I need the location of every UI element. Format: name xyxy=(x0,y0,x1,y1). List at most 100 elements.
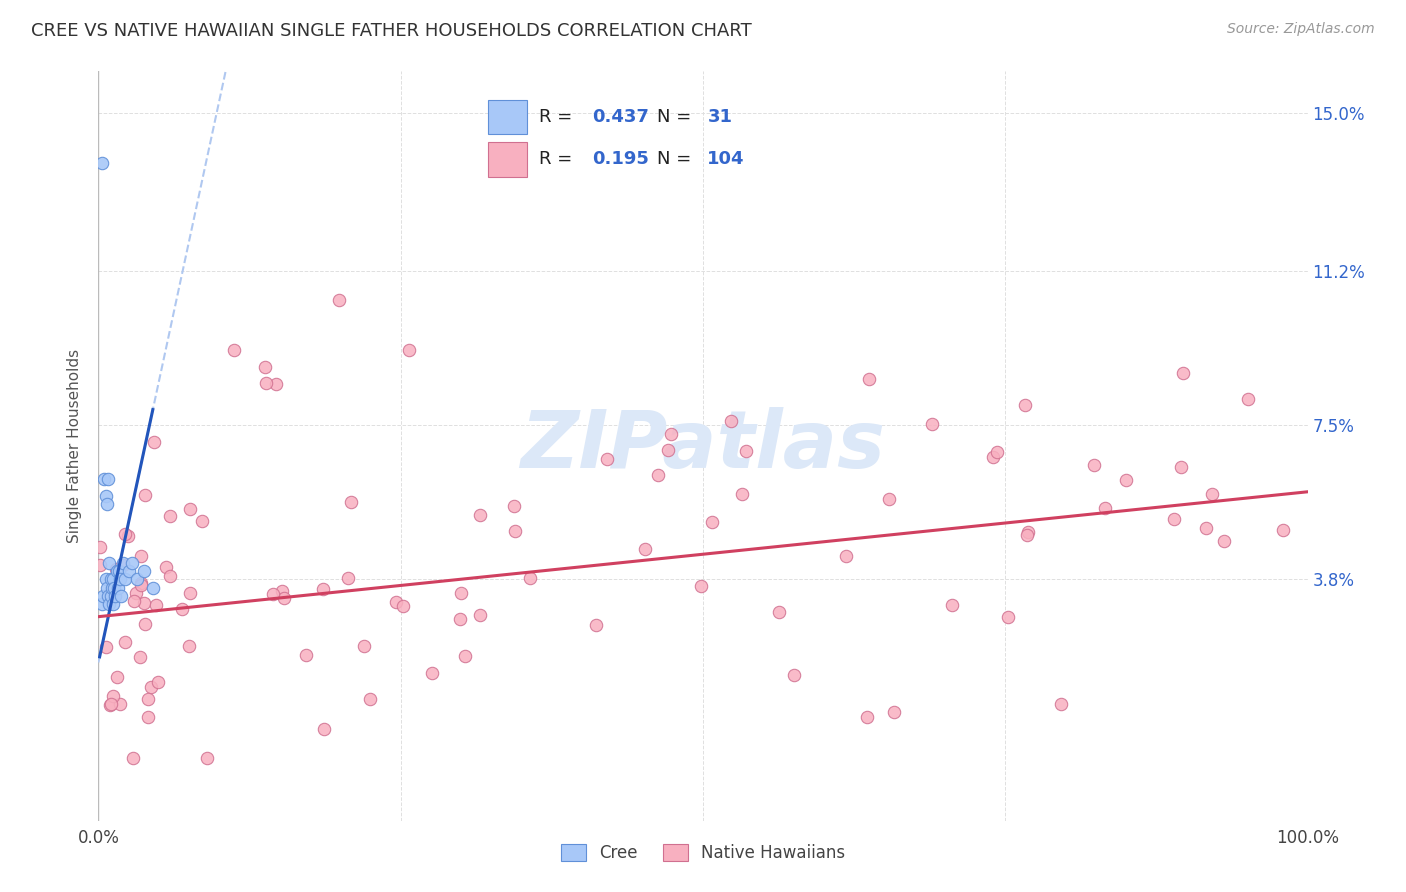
Point xyxy=(100,572,122,586)
Point xyxy=(449,612,471,626)
Point xyxy=(768,605,790,619)
Point xyxy=(264,376,287,391)
Point xyxy=(273,591,295,605)
Point xyxy=(1195,521,1218,535)
Point xyxy=(101,689,124,703)
Point xyxy=(139,681,162,695)
Point xyxy=(108,572,131,586)
Point xyxy=(103,581,125,595)
Text: ZIPatlas: ZIPatlas xyxy=(520,407,886,485)
Point xyxy=(179,586,201,600)
Point xyxy=(454,648,477,663)
Point xyxy=(700,515,723,529)
Point xyxy=(100,589,122,603)
Point xyxy=(596,451,619,466)
Point xyxy=(179,501,201,516)
Point xyxy=(110,589,132,603)
Point xyxy=(122,751,145,765)
Point xyxy=(340,495,363,509)
Point xyxy=(353,639,375,653)
Point xyxy=(132,596,155,610)
Point xyxy=(100,581,122,595)
Text: CREE VS NATIVE HAWAIIAN SINGLE FATHER HOUSEHOLDS CORRELATION CHART: CREE VS NATIVE HAWAIIAN SINGLE FATHER HO… xyxy=(31,22,752,40)
Point xyxy=(359,692,381,706)
Point xyxy=(735,444,758,458)
Point xyxy=(1014,398,1036,412)
Point xyxy=(136,692,159,706)
Point xyxy=(336,571,359,585)
Point xyxy=(997,610,1019,624)
Point xyxy=(96,640,118,654)
Point xyxy=(91,156,114,170)
Point xyxy=(118,564,141,578)
Point xyxy=(450,586,472,600)
Point xyxy=(191,514,214,528)
Point xyxy=(921,417,943,432)
Point xyxy=(856,709,879,723)
Point xyxy=(659,427,682,442)
Point xyxy=(519,571,541,585)
Point xyxy=(89,540,111,554)
Point xyxy=(134,488,156,502)
Point xyxy=(1163,512,1185,526)
Point xyxy=(195,751,218,765)
Point xyxy=(104,562,127,576)
Point xyxy=(328,293,350,308)
Point xyxy=(634,542,657,557)
Point xyxy=(657,442,679,457)
Point xyxy=(470,508,492,522)
Point xyxy=(720,414,742,428)
Point xyxy=(111,556,134,570)
Point xyxy=(1094,500,1116,515)
Point xyxy=(108,564,131,578)
Point xyxy=(159,509,181,524)
Point xyxy=(105,670,128,684)
Point xyxy=(117,529,139,543)
Point xyxy=(94,572,117,586)
Point xyxy=(136,709,159,723)
Point xyxy=(96,581,118,595)
Point xyxy=(1213,533,1236,548)
Point xyxy=(1017,524,1039,539)
Point xyxy=(858,372,880,386)
Point xyxy=(122,594,145,608)
Point xyxy=(1115,473,1137,487)
Point xyxy=(114,634,136,648)
Point xyxy=(105,564,128,578)
Point xyxy=(224,343,246,358)
Point xyxy=(314,723,336,737)
Point xyxy=(98,556,121,570)
Point xyxy=(312,582,335,597)
Point xyxy=(585,618,607,632)
Point xyxy=(883,706,905,720)
Point xyxy=(114,572,136,586)
Point xyxy=(97,589,120,603)
Point xyxy=(89,558,111,573)
Point xyxy=(690,579,713,593)
Legend: Cree, Native Hawaiians: Cree, Native Hawaiians xyxy=(554,837,852,869)
Point xyxy=(1015,528,1038,542)
Point xyxy=(179,639,201,653)
Point xyxy=(97,472,120,486)
Point xyxy=(262,587,284,601)
Point xyxy=(145,599,167,613)
Point xyxy=(125,585,148,599)
Point xyxy=(108,697,131,711)
Point xyxy=(104,589,127,603)
Point xyxy=(159,569,181,583)
Point xyxy=(1237,392,1260,407)
Point xyxy=(782,668,804,682)
Point xyxy=(398,343,420,357)
Point xyxy=(981,450,1004,465)
Point xyxy=(100,697,122,711)
Point xyxy=(143,434,166,449)
Point xyxy=(503,499,526,513)
Point xyxy=(121,556,143,570)
Point xyxy=(879,492,901,507)
Point xyxy=(96,497,118,511)
Point xyxy=(129,578,152,592)
Point xyxy=(91,589,114,603)
Point xyxy=(129,549,152,564)
Point xyxy=(155,560,177,574)
Point xyxy=(114,527,136,541)
